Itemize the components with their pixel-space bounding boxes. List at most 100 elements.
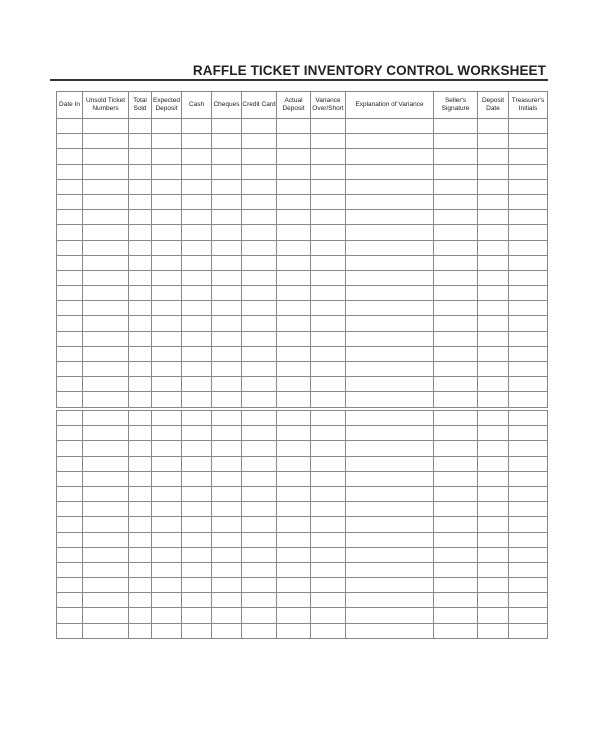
table-cell[interactable] [128,561,152,579]
table-cell[interactable] [151,622,182,639]
table-cell[interactable] [82,622,129,639]
table-cell[interactable] [82,409,129,427]
table-cell[interactable] [345,425,434,442]
table-cell[interactable] [310,300,346,317]
table-cell[interactable] [276,531,311,548]
table-cell[interactable] [477,546,509,563]
table-cell[interactable] [345,330,434,347]
table-cell[interactable] [82,592,129,609]
table-cell[interactable] [128,285,152,302]
table-cell[interactable] [181,516,212,533]
table-cell[interactable] [56,531,83,548]
table-cell[interactable] [181,133,212,150]
table-cell[interactable] [56,163,83,180]
table-cell[interactable] [82,163,129,180]
table-cell[interactable] [508,501,548,518]
table-cell[interactable] [181,178,212,195]
table-cell[interactable] [508,360,548,378]
table-cell[interactable] [151,285,182,302]
table-cell[interactable] [211,577,242,594]
table-cell[interactable] [241,330,277,347]
table-cell[interactable] [508,254,548,271]
table-cell[interactable] [345,285,434,302]
table-cell[interactable] [508,607,548,624]
table-cell[interactable] [310,178,346,195]
table-cell[interactable] [276,561,311,579]
table-cell[interactable] [128,425,152,442]
table-cell[interactable] [477,330,509,347]
table-cell[interactable] [508,622,548,639]
table-cell[interactable] [56,470,83,487]
table-cell[interactable] [345,209,434,226]
table-cell[interactable] [477,345,509,363]
table-cell[interactable] [128,440,152,457]
table-cell[interactable] [433,330,478,347]
table-cell[interactable] [181,455,212,472]
table-cell[interactable] [276,592,311,609]
table-cell[interactable] [508,193,548,211]
table-cell[interactable] [211,285,242,302]
table-cell[interactable] [82,531,129,548]
table-cell[interactable] [82,470,129,487]
table-cell[interactable] [345,622,434,639]
table-cell[interactable] [310,148,346,165]
table-cell[interactable] [310,360,346,378]
table-cell[interactable] [82,239,129,256]
table-cell[interactable] [128,209,152,226]
table-cell[interactable] [310,391,346,408]
table-cell[interactable] [181,148,212,165]
table-cell[interactable] [128,254,152,271]
table-cell[interactable] [241,360,277,378]
table-cell[interactable] [181,592,212,609]
table-cell[interactable] [211,148,242,165]
table-cell[interactable] [310,345,346,363]
table-cell[interactable] [151,531,182,548]
table-cell[interactable] [276,577,311,594]
table-cell[interactable] [433,516,478,533]
table-cell[interactable] [508,485,548,503]
table-cell[interactable] [433,501,478,518]
table-cell[interactable] [276,133,311,150]
table-cell[interactable] [433,440,478,457]
table-cell[interactable] [477,117,509,135]
table-cell[interactable] [241,193,277,211]
table-cell[interactable] [241,485,277,503]
table-cell[interactable] [151,178,182,195]
table-cell[interactable] [477,622,509,639]
table-cell[interactable] [310,607,346,624]
table-cell[interactable] [56,425,83,442]
table-cell[interactable] [56,360,83,378]
table-cell[interactable] [151,315,182,332]
table-cell[interactable] [241,239,277,256]
table-cell[interactable] [508,269,548,287]
table-cell[interactable] [508,300,548,317]
table-cell[interactable] [477,440,509,457]
table-cell[interactable] [82,546,129,563]
table-cell[interactable] [508,163,548,180]
table-cell[interactable] [310,501,346,518]
table-cell[interactable] [276,285,311,302]
table-cell[interactable] [433,360,478,378]
table-cell[interactable] [345,315,434,332]
table-cell[interactable] [151,163,182,180]
table-cell[interactable] [310,470,346,487]
table-cell[interactable] [82,360,129,378]
table-cell[interactable] [82,178,129,195]
table-cell[interactable] [151,485,182,503]
table-cell[interactable] [56,133,83,150]
table-cell[interactable] [276,622,311,639]
table-cell[interactable] [56,315,83,332]
table-cell[interactable] [433,409,478,427]
table-cell[interactable] [433,485,478,503]
table-cell[interactable] [276,485,311,503]
table-cell[interactable] [128,485,152,503]
table-cell[interactable] [276,224,311,241]
table-cell[interactable] [477,425,509,442]
table-cell[interactable] [181,239,212,256]
table-cell[interactable] [276,470,311,487]
table-cell[interactable] [56,409,83,427]
table-cell[interactable] [181,425,212,442]
table-cell[interactable] [241,163,277,180]
table-cell[interactable] [276,546,311,563]
table-cell[interactable] [56,224,83,241]
